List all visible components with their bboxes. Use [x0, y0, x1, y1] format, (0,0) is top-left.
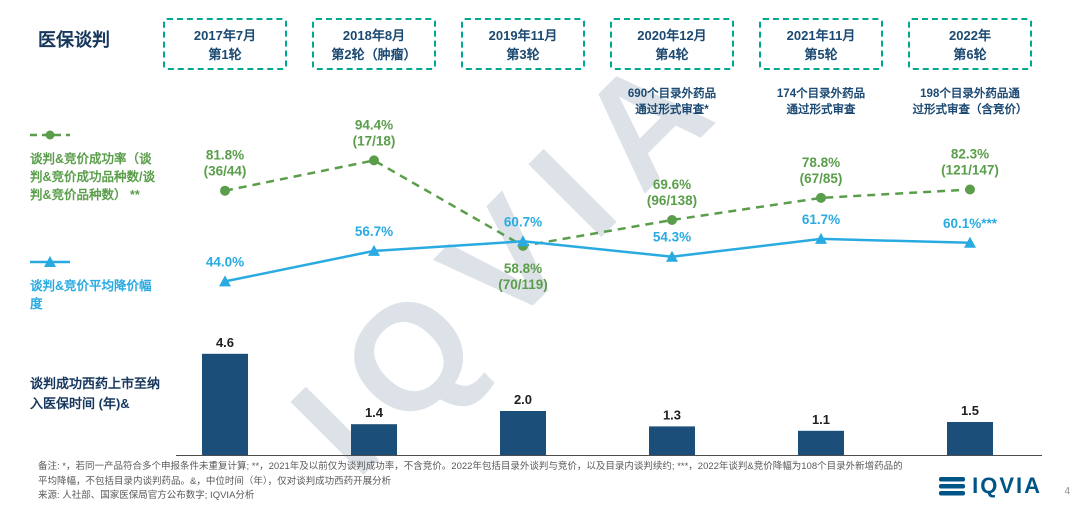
- success-rate-label-1: 81.8% (36/44): [204, 148, 247, 179]
- price-cut-marker-5: [815, 232, 827, 244]
- round-date: 2017年7月: [193, 28, 257, 43]
- round-name: 第4轮: [655, 46, 689, 62]
- iqvia-logo-mark: [939, 477, 966, 496]
- bar-value-label-4: 1.3: [663, 407, 681, 422]
- price-cut-marker-3: [517, 235, 529, 247]
- round-name: 第1轮: [208, 46, 242, 62]
- round-name: 第3轮: [506, 46, 540, 62]
- round-date: 2018年8月: [342, 28, 406, 43]
- round-note-4: 690个目录外药品 通过形式审查*: [627, 88, 717, 117]
- round-date: 2019年11月: [488, 28, 558, 43]
- round-name: 第6轮: [953, 46, 987, 62]
- legend-success-rate-label: 谈判&竞价成功率（谈判&竞价成功品种数/谈判&竞价品种数） **: [30, 152, 156, 203]
- success-rate-marker-1: [220, 185, 230, 196]
- round-note-5: 174个目录外药品 通过形式审查: [776, 88, 866, 117]
- round-box-6: 2022年 第6轮: [908, 18, 1032, 70]
- footnote-line-2: 平均降幅，不包括目录内谈判药品。&，中位时间（年），仅对谈判成功西药开展分析: [38, 475, 392, 487]
- source-line: 来源: 人社部、国家医保局官方公布数字; IQVIA分析: [38, 490, 255, 502]
- price-cut-line: [224, 237, 971, 283]
- price-cut-label-4: 54.3%: [653, 230, 691, 245]
- success-rate-marker-6: [965, 184, 975, 195]
- success-rate-marker-5: [816, 192, 826, 203]
- price-cut-label-6: 60.1%***: [943, 216, 998, 231]
- round-box-4: 2020年12月 第4轮: [610, 18, 734, 70]
- bar-value-label-3: 2.0: [514, 392, 532, 407]
- success-rate-label-2: 94.4% (17/18): [353, 117, 396, 148]
- round-note-6: 198个目录外药品通 过形式审查（含竞价）: [912, 88, 1028, 117]
- bar-value-label-1: 4.6: [216, 335, 234, 350]
- footnote-line-1: 备注: *，若同一产品符合多个申报条件未重复计算; **，2021年及以前仅为谈…: [38, 461, 903, 472]
- success-rate-label-4: 69.6% (96/138): [647, 177, 697, 208]
- success-rate-label-3: 58.8% (70/119): [498, 261, 548, 292]
- bar-value-label-6: 1.5: [961, 403, 979, 418]
- page-number: 4: [1064, 486, 1070, 497]
- price-cut-marker-2: [368, 244, 380, 256]
- page-title: 医保谈判: [38, 30, 110, 50]
- price-cut-label-1: 44.0%: [206, 254, 244, 269]
- bar-years-1: [202, 353, 248, 455]
- price-cut-label-2: 56.7%: [355, 224, 393, 239]
- round-box-2: 2018年8月 第2轮（肿瘤）: [312, 18, 436, 70]
- legend-success-rate: 谈判&竞价成功率（谈判&竞价成功品种数/谈判&竞价品种数） **: [30, 128, 164, 204]
- iqvia-logo-text: IQVIA: [972, 473, 1042, 498]
- round-date: 2020年12月: [637, 28, 707, 43]
- legend-time-to-listing: 谈判成功西药上市至纳入医保时间 (年)&: [30, 376, 161, 411]
- bar-value-label-5: 1.1: [812, 412, 830, 427]
- price-cut-marker-6: [964, 236, 976, 248]
- success-rate-marker-2: [369, 155, 379, 166]
- round-box-3: 2019年11月 第3轮: [461, 18, 585, 70]
- bar-value-label-2: 1.4: [365, 405, 384, 420]
- bar-years-6: [947, 422, 993, 455]
- success-rate-marker-4: [667, 215, 677, 225]
- bar-years-3: [500, 411, 546, 455]
- legend-price-cut-label: 谈判&竞价平均降价幅度: [30, 279, 152, 312]
- bar-years-2: [351, 424, 397, 455]
- dashed-line-dot-icon: [30, 130, 70, 140]
- legend-price-cut: 谈判&竞价平均降价幅度: [30, 255, 156, 313]
- price-cut-marker-4: [666, 250, 678, 262]
- bar-years-4: [649, 426, 695, 455]
- line-triangle-icon: [30, 256, 70, 267]
- iqvia-logo: IQVIA: [939, 473, 1042, 499]
- round-date: 2022年: [949, 28, 991, 43]
- round-box-1: 2017年7月 第1轮: [163, 18, 287, 70]
- bar-years-5: [798, 430, 844, 455]
- round-box-5: 2021年11月 第5轮: [759, 18, 883, 70]
- price-cut-label-3: 60.7%: [504, 214, 542, 229]
- price-cut-marker-1: [219, 275, 231, 287]
- success-rate-line: [224, 159, 971, 248]
- price-cut-label-5: 61.7%: [802, 212, 840, 227]
- round-date: 2021年11月: [786, 28, 856, 43]
- success-rate-label-5: 78.8% (67/85): [800, 155, 843, 186]
- round-name: 第2轮（肿瘤）: [331, 46, 417, 62]
- footnotes: 备注: *，若同一产品符合多个申报条件未重复计算; **，2021年及以前仅为谈…: [38, 460, 913, 504]
- round-name: 第5轮: [804, 46, 838, 62]
- success-rate-label-6: 82.3% (121/147): [941, 147, 999, 178]
